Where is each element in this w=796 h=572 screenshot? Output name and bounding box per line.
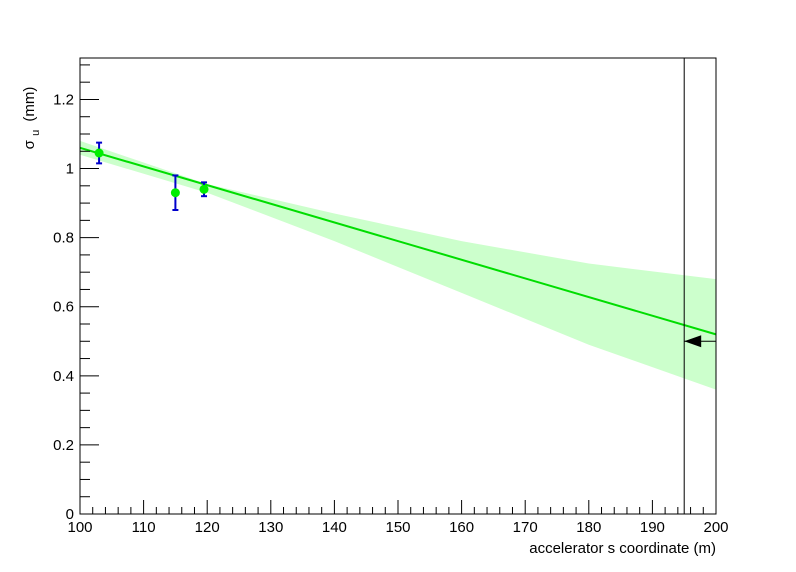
x-tick-label: 140	[322, 519, 347, 536]
y-axis-title-unit: (mm)	[21, 87, 38, 122]
fit-line-layer	[79, 146, 717, 336]
confidence-band	[80, 140, 716, 390]
y-axis: 0 0.2 0.4 0.6 0.8 1 1.2	[53, 64, 99, 523]
x-tick-label: 120	[195, 519, 220, 536]
fit-line	[79, 146, 717, 336]
data-point-marker	[94, 148, 104, 158]
x-tick-label: 110	[132, 519, 156, 536]
x-tick-label: 200	[703, 519, 728, 536]
y-tick-label: 0.8	[53, 230, 74, 247]
data-point-2	[170, 174, 180, 211]
y-axis-title-symbol: σ	[21, 139, 38, 149]
data-point-marker	[170, 188, 180, 198]
x-tick-label: 160	[449, 519, 474, 536]
data-point-3	[199, 181, 209, 198]
x-tick-label: 190	[640, 519, 665, 536]
x-axis: 100 110 120 130 140 150 160 170 180 190 200	[67, 500, 729, 536]
x-tick-label: 150	[385, 519, 410, 536]
y-tick-label: 0.2	[53, 437, 74, 454]
y-tick-label: 1.2	[53, 91, 74, 108]
x-tick-label: 100	[67, 519, 92, 536]
x-tick-label: 130	[258, 519, 283, 536]
y-tick-label: 0	[66, 506, 74, 523]
data-point-1	[94, 141, 104, 165]
y-axis-title: σ u (mm)	[21, 87, 43, 150]
x-tick-label: 170	[513, 519, 538, 536]
x-tick-label: 180	[576, 519, 601, 536]
data-point-marker	[199, 184, 209, 194]
data-points-layer	[94, 141, 209, 211]
y-tick-label: 1	[66, 161, 74, 178]
confidence-band-layer	[80, 140, 716, 390]
arrow-head	[684, 335, 702, 348]
x-axis-title: accelerator s coordinate (m)	[529, 540, 716, 557]
y-tick-label: 0.4	[53, 368, 74, 385]
marker-layer	[683, 58, 716, 514]
y-axis-title-subscript: u	[30, 130, 42, 136]
y-tick-label: 0.6	[53, 299, 74, 316]
